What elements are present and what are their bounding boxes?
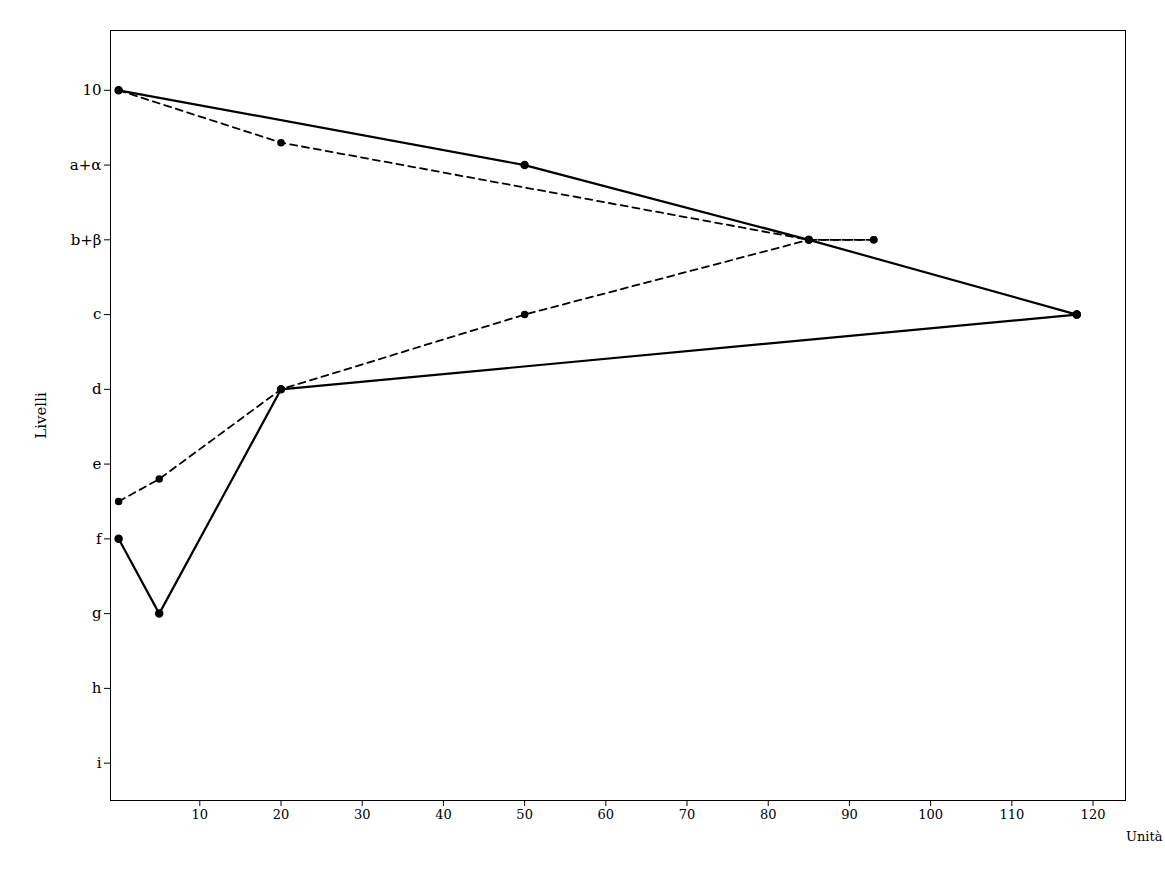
svg-text:50: 50: [516, 807, 533, 822]
svg-text:Livelli: Livelli: [32, 392, 50, 439]
svg-text:20: 20: [273, 807, 290, 822]
svg-text:30: 30: [354, 807, 371, 822]
svg-text:Unità: Unità: [1126, 829, 1163, 844]
svg-text:60: 60: [598, 807, 615, 822]
svg-text:110: 110: [999, 807, 1024, 822]
svg-text:g: g: [92, 604, 102, 622]
svg-text:a+α: a+α: [70, 156, 102, 174]
svg-text:d: d: [92, 380, 102, 398]
svg-text:80: 80: [760, 807, 777, 822]
svg-text:10: 10: [192, 807, 209, 822]
svg-text:i: i: [97, 754, 102, 772]
svg-text:10: 10: [82, 81, 101, 99]
svg-text:120: 120: [1081, 807, 1106, 822]
svg-text:f: f: [96, 530, 103, 548]
svg-text:e: e: [93, 455, 102, 473]
svg-text:h: h: [92, 679, 102, 697]
svg-text:90: 90: [841, 807, 858, 822]
svg-text:40: 40: [435, 807, 452, 822]
svg-text:70: 70: [679, 807, 696, 822]
svg-text:100: 100: [918, 807, 943, 822]
svg-text:b+β: b+β: [71, 231, 102, 249]
svg-text:c: c: [93, 305, 101, 323]
